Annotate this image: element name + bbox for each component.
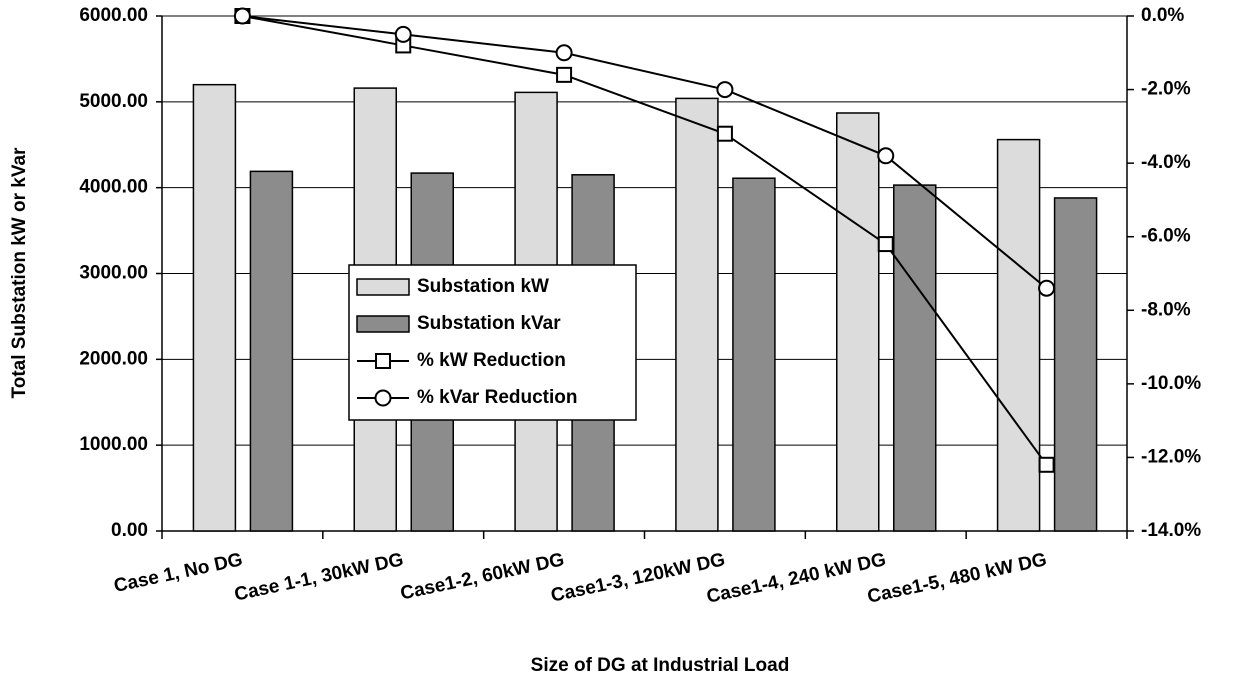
marker <box>1038 456 1055 473</box>
x-tick-label: Case1-4, 240 kW DG <box>705 549 888 608</box>
y2-tick-label: -8.0% <box>1141 299 1191 320</box>
marker <box>877 236 894 253</box>
x-tick-label: Case1-2, 60kW DG <box>399 549 567 604</box>
marker <box>374 389 392 407</box>
y-tick-label: 2000.00 <box>79 348 148 369</box>
line <box>242 15 1048 466</box>
legend-label: % kW Reduction <box>417 350 566 371</box>
legend-swatch <box>356 315 410 333</box>
y2-tick-label: -2.0% <box>1141 79 1191 100</box>
bar <box>675 97 719 532</box>
legend-label: Substation kW <box>417 276 549 297</box>
y-tick-label: 3000.00 <box>79 263 148 284</box>
y-tick-label: 1000.00 <box>79 434 148 455</box>
y2-tick-label: -12.0% <box>1141 446 1201 467</box>
bar <box>249 170 294 532</box>
bar <box>1053 197 1098 532</box>
y-tick-label: 0.00 <box>111 520 148 541</box>
y-tick-label: 6000.00 <box>79 5 148 26</box>
y-axis-title: Total Substation kW or kVar <box>9 147 30 399</box>
legend-label: % kVar Reduction <box>417 387 578 408</box>
bar <box>192 83 237 532</box>
y2-tick-label: -14.0% <box>1141 520 1201 541</box>
x-tick-label: Case1-5, 480 kW DG <box>866 549 1049 608</box>
marker <box>716 125 733 142</box>
line <box>242 15 1048 289</box>
marker <box>233 7 251 25</box>
marker <box>375 353 391 369</box>
x-tick-label: Case 1, No DG <box>112 549 244 597</box>
y2-tick-label: -4.0% <box>1141 152 1191 173</box>
marker <box>556 66 573 83</box>
marker <box>716 81 734 99</box>
bar <box>893 184 937 532</box>
bar <box>996 138 1041 532</box>
y-tick-label: 4000.00 <box>79 177 148 198</box>
marker <box>1038 279 1056 297</box>
legend: Substation kW Substation kVar % kW Reducti… <box>348 264 637 421</box>
marker <box>555 44 573 62</box>
y2-tick-label: -10.0% <box>1141 373 1201 394</box>
y2-tick-label: -6.0% <box>1141 226 1191 247</box>
marker <box>877 147 895 165</box>
legend-swatch <box>356 278 410 296</box>
y2-tick-label: 0.0% <box>1141 5 1184 26</box>
y-tick-label: 5000.00 <box>79 91 148 112</box>
x-tick-label: Case1-3, 120kW DG <box>549 549 727 606</box>
legend-label: Substation kVar <box>417 313 561 334</box>
x-tick-label: Case 1-1, 30kW DG <box>233 549 406 605</box>
bar <box>836 112 880 532</box>
bar <box>732 177 776 532</box>
marker <box>394 25 412 43</box>
x-axis-title: Size of DG at Industrial Load <box>531 655 790 676</box>
